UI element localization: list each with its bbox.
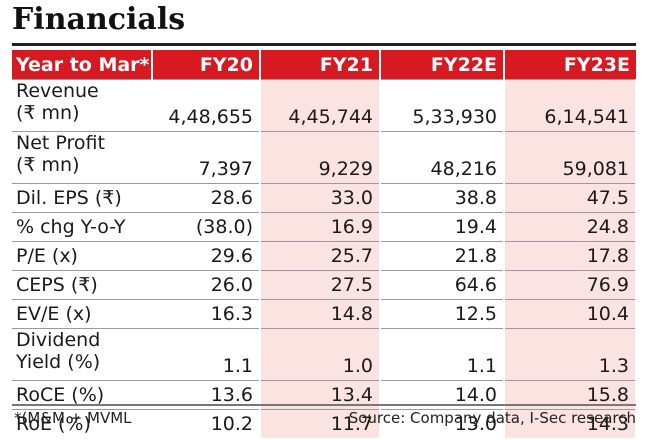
cell-value: 5,33,930	[380, 79, 504, 132]
row-label: % chg Y-o-Y	[12, 212, 152, 242]
cell-value: 19.4	[380, 212, 504, 242]
cell-value: 4,48,655	[152, 79, 260, 132]
table-row: RoE (%) 10.2 11.7 13.0 14.3	[12, 409, 637, 438]
cell-value: 25.7	[259, 241, 381, 271]
table-row: % chg Y-o-Y (38.0) 16.9 19.4 24.8	[12, 212, 637, 242]
cell-value: 29.6	[152, 241, 260, 271]
cell-value: 76.9	[503, 270, 637, 300]
table-row: CEPS (₹) 26.0 27.5 64.6 76.9	[12, 270, 637, 300]
cell-value: 13.0	[380, 409, 504, 438]
table-row: EV/E (x) 16.3 14.8 12.5 10.4	[12, 299, 637, 329]
page-title: Financials	[12, 2, 186, 37]
cell-value: 47.5	[503, 183, 637, 213]
cell-value: 64.6	[380, 270, 504, 300]
cell-value: 1.1	[152, 328, 260, 381]
cell-value: 14.8	[259, 299, 381, 329]
table-row: Revenue (₹ mn) 4,48,655 4,45,744 5,33,930…	[12, 79, 637, 132]
footnote: *(M&M + MVML	[14, 409, 132, 427]
cell-value: 1.1	[380, 328, 504, 381]
cell-value: 10.4	[503, 299, 637, 329]
table-row: Dil. EPS (₹) 28.6 33.0 38.8 47.5	[12, 183, 637, 213]
row-label: Dil. EPS (₹)	[12, 183, 152, 213]
cell-value: 28.6	[152, 183, 260, 213]
cell-value: 1.3	[503, 328, 637, 381]
cell-value: (38.0)	[152, 212, 260, 242]
cell-value: 33.0	[259, 183, 381, 213]
cell-value: 16.3	[152, 299, 260, 329]
source-note: Source: Company data, I-Sec research	[348, 409, 636, 427]
footer-divider	[12, 404, 636, 406]
row-label: EV/E (x)	[12, 299, 152, 329]
cell-value: 12.5	[380, 299, 504, 329]
cell-value: 59,081	[503, 131, 637, 184]
cell-value: 7,397	[152, 131, 260, 184]
table-row: Net Profit (₹ mn) 7,397 9,229 48,216 59,0…	[12, 131, 637, 184]
financials-table: Year to Mar* FY20 FY21 FY22E FY23E Reven…	[12, 50, 637, 438]
cell-value: 9,229	[259, 131, 381, 184]
row-label: P/E (x)	[12, 241, 152, 271]
cell-value: 10.2	[152, 409, 260, 438]
cell-value: 16.9	[259, 212, 381, 242]
row-label: Revenue (₹ mn)	[12, 79, 152, 132]
cell-value: 11.7	[259, 409, 381, 438]
cell-value: 1.0	[259, 328, 381, 381]
header-year-fy23e: FY23E	[504, 50, 636, 80]
header-year-fy21: FY21	[260, 50, 381, 80]
cell-value: 26.0	[152, 270, 260, 300]
row-label: Net Profit (₹ mn)	[12, 131, 152, 184]
cell-value: 48,216	[380, 131, 504, 184]
header-year-fy20: FY20	[152, 50, 261, 80]
header-year-fy22e: FY22E	[380, 50, 505, 80]
cell-value: 27.5	[259, 270, 381, 300]
row-label: Dividend Yield (%)	[12, 328, 152, 381]
cell-value: 17.8	[503, 241, 637, 271]
table-header-row: Year to Mar* FY20 FY21 FY22E FY23E	[12, 50, 636, 80]
header-label: Year to Mar*	[12, 50, 153, 80]
cell-value: 6,14,541	[503, 79, 637, 132]
cell-value: 4,45,744	[259, 79, 381, 132]
table-row: P/E (x) 29.6 25.7 21.8 17.8	[12, 241, 637, 271]
table-row: Dividend Yield (%) 1.1 1.0 1.1 1.3	[12, 328, 637, 381]
row-label: CEPS (₹)	[12, 270, 152, 300]
cell-value: 38.8	[380, 183, 504, 213]
row-label: RoE (%)	[12, 409, 152, 438]
cell-value: 21.8	[380, 241, 504, 271]
cell-value: 14.3	[503, 409, 637, 438]
cell-value: 24.8	[503, 212, 637, 242]
title-divider	[12, 43, 636, 46]
